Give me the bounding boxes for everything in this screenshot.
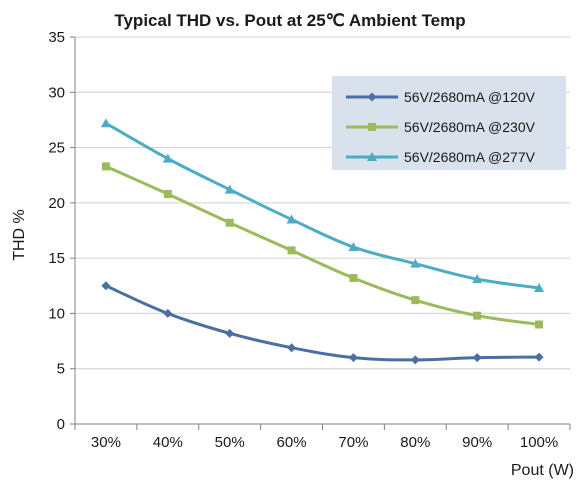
data-point [163,308,173,318]
legend-marker [368,123,376,131]
data-point [100,118,111,128]
data-point [224,184,235,194]
x-tick-label: 90% [462,434,492,451]
axis-layer: 0 5 10 15 20 25 30 35 30% 40% 50% 60% 70% 80% 90% 100% [48,29,571,451]
data-point [101,281,111,291]
y-tick-label: 30 [48,84,65,101]
data-point [162,153,173,163]
series-2 [101,162,544,329]
data-point [286,214,297,224]
grid-layer [75,36,570,370]
x-tick-label: 50% [215,434,245,451]
data-point [163,190,172,199]
legend-item: 56V/2680mA @120V [346,89,536,105]
x-tick-label: 80% [400,434,430,451]
legend-label: 56V/2680mA @120V [404,89,536,105]
data-point [349,274,358,283]
y-tick-label: 15 [48,250,65,267]
data-point [535,320,544,329]
data-point [472,274,483,284]
y-tick-label: 10 [48,305,65,322]
data-point [348,242,359,252]
y-tick-label: 25 [48,140,65,157]
y-tick-label: 0 [57,416,65,433]
x-tick-label: 70% [338,434,368,451]
x-axis-label: Pout (W) [511,462,574,479]
series-line [105,284,540,362]
series-3 [100,118,545,292]
data-point [473,311,482,320]
data-point [472,353,482,363]
legend-marker [367,92,377,102]
y-axis-label: THD % [11,209,28,261]
data-point [101,162,110,171]
x-tick-label: 60% [277,434,307,451]
y-tick-label: 20 [48,195,65,212]
legend-item: 56V/2680mA @230V [346,119,536,135]
x-tick-label: 100% [520,434,558,451]
legend-marker [367,152,377,161]
data-point [348,353,358,363]
data-point [410,258,421,268]
legend-item: 56V/2680mA @277V [346,149,536,165]
data-point [287,246,296,255]
data-point [534,352,544,362]
y-tick-label: 35 [48,29,65,46]
x-tick-label: 30% [91,434,121,451]
data-point [534,282,545,292]
x-tick-label: 40% [153,434,183,451]
chart-title: Typical THD vs. Pout at 25℃ Ambient Temp [114,11,465,30]
data-point [225,218,234,227]
legend: 56V/2680mA @120V 56V/2680mA @230V 56V/2680… [332,76,566,170]
y-tick-label: 5 [57,361,65,378]
data-point [411,296,420,305]
series-layer [100,118,545,365]
data-point [410,355,420,365]
data-point [287,343,297,353]
data-point [225,328,235,338]
legend-label: 56V/2680mA @277V [404,149,536,165]
series-1 [101,281,544,365]
legend-label: 56V/2680mA @230V [404,119,536,135]
